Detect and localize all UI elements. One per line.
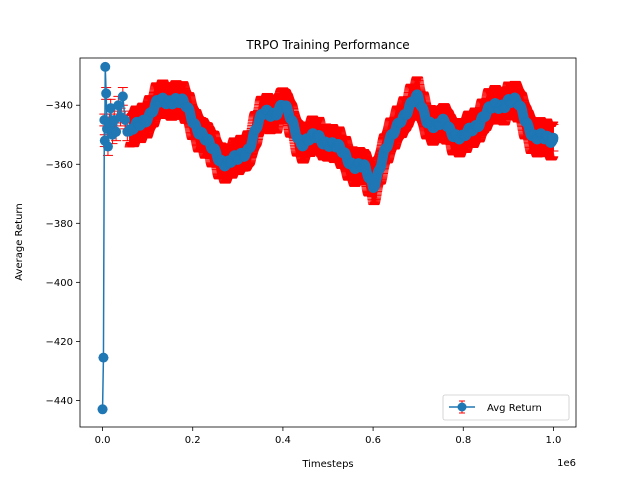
chart: 0.0 0.2 0.4 0.6 0.8 1.0 −440−420−400−380−360−… [14,38,577,470]
